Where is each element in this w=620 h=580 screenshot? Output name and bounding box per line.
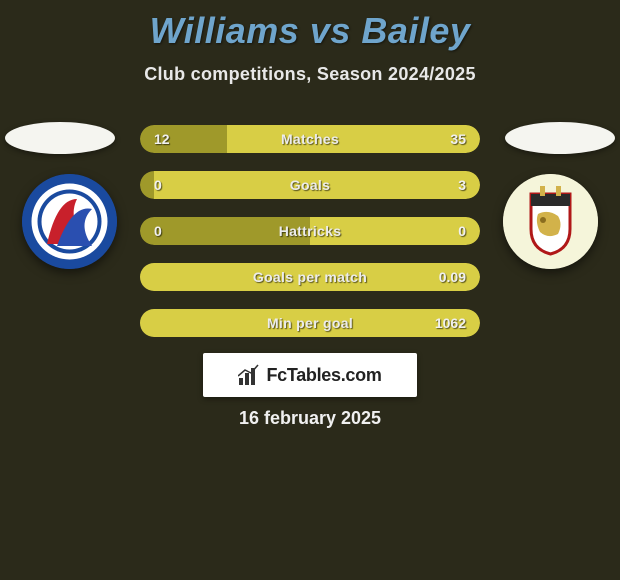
stat-bar-left [140,171,154,199]
stat-pill: Min per goal1062 [140,309,480,337]
fctables-logo-box: FcTables.com [203,353,417,397]
stat-label: Goals per match [224,269,396,285]
stat-value-right: 0.09 [396,269,466,285]
club-crest-right [503,174,598,269]
date-text: 16 february 2025 [0,408,620,429]
stat-pill: 12Matches35 [140,125,480,153]
page-title: Williams vs Bailey [0,0,620,52]
stat-value-left: 0 [154,177,224,193]
vs-separator: vs [310,10,362,51]
stat-label: Min per goal [224,315,396,331]
stat-value-left: 0 [154,223,224,239]
player-left-name: Williams [150,10,300,51]
player-left-photo [5,122,115,154]
club-crest-left [22,174,117,269]
stat-value-right: 1062 [396,315,466,331]
bar-chart-icon [238,364,260,386]
stat-value-right: 0 [396,223,466,239]
stat-value-left: 12 [154,131,224,147]
stat-label: Goals [224,177,396,193]
player-right-name: Bailey [361,10,470,51]
player-right-photo [505,122,615,154]
chesterfield-badge-icon [22,174,117,269]
stat-pill: 0Hattricks0 [140,217,480,245]
stat-value-right: 3 [396,177,466,193]
stat-label: Hattricks [224,223,396,239]
stats-list: 12Matches350Goals30Hattricks0Goals per m… [140,125,480,355]
stat-label: Matches [224,131,396,147]
stat-pill: Goals per match0.09 [140,263,480,291]
doncaster-badge-icon [503,174,598,269]
stat-pill: 0Goals3 [140,171,480,199]
subtitle: Club competitions, Season 2024/2025 [0,64,620,85]
fctables-logo-text: FcTables.com [266,365,381,386]
stat-value-right: 35 [396,131,466,147]
